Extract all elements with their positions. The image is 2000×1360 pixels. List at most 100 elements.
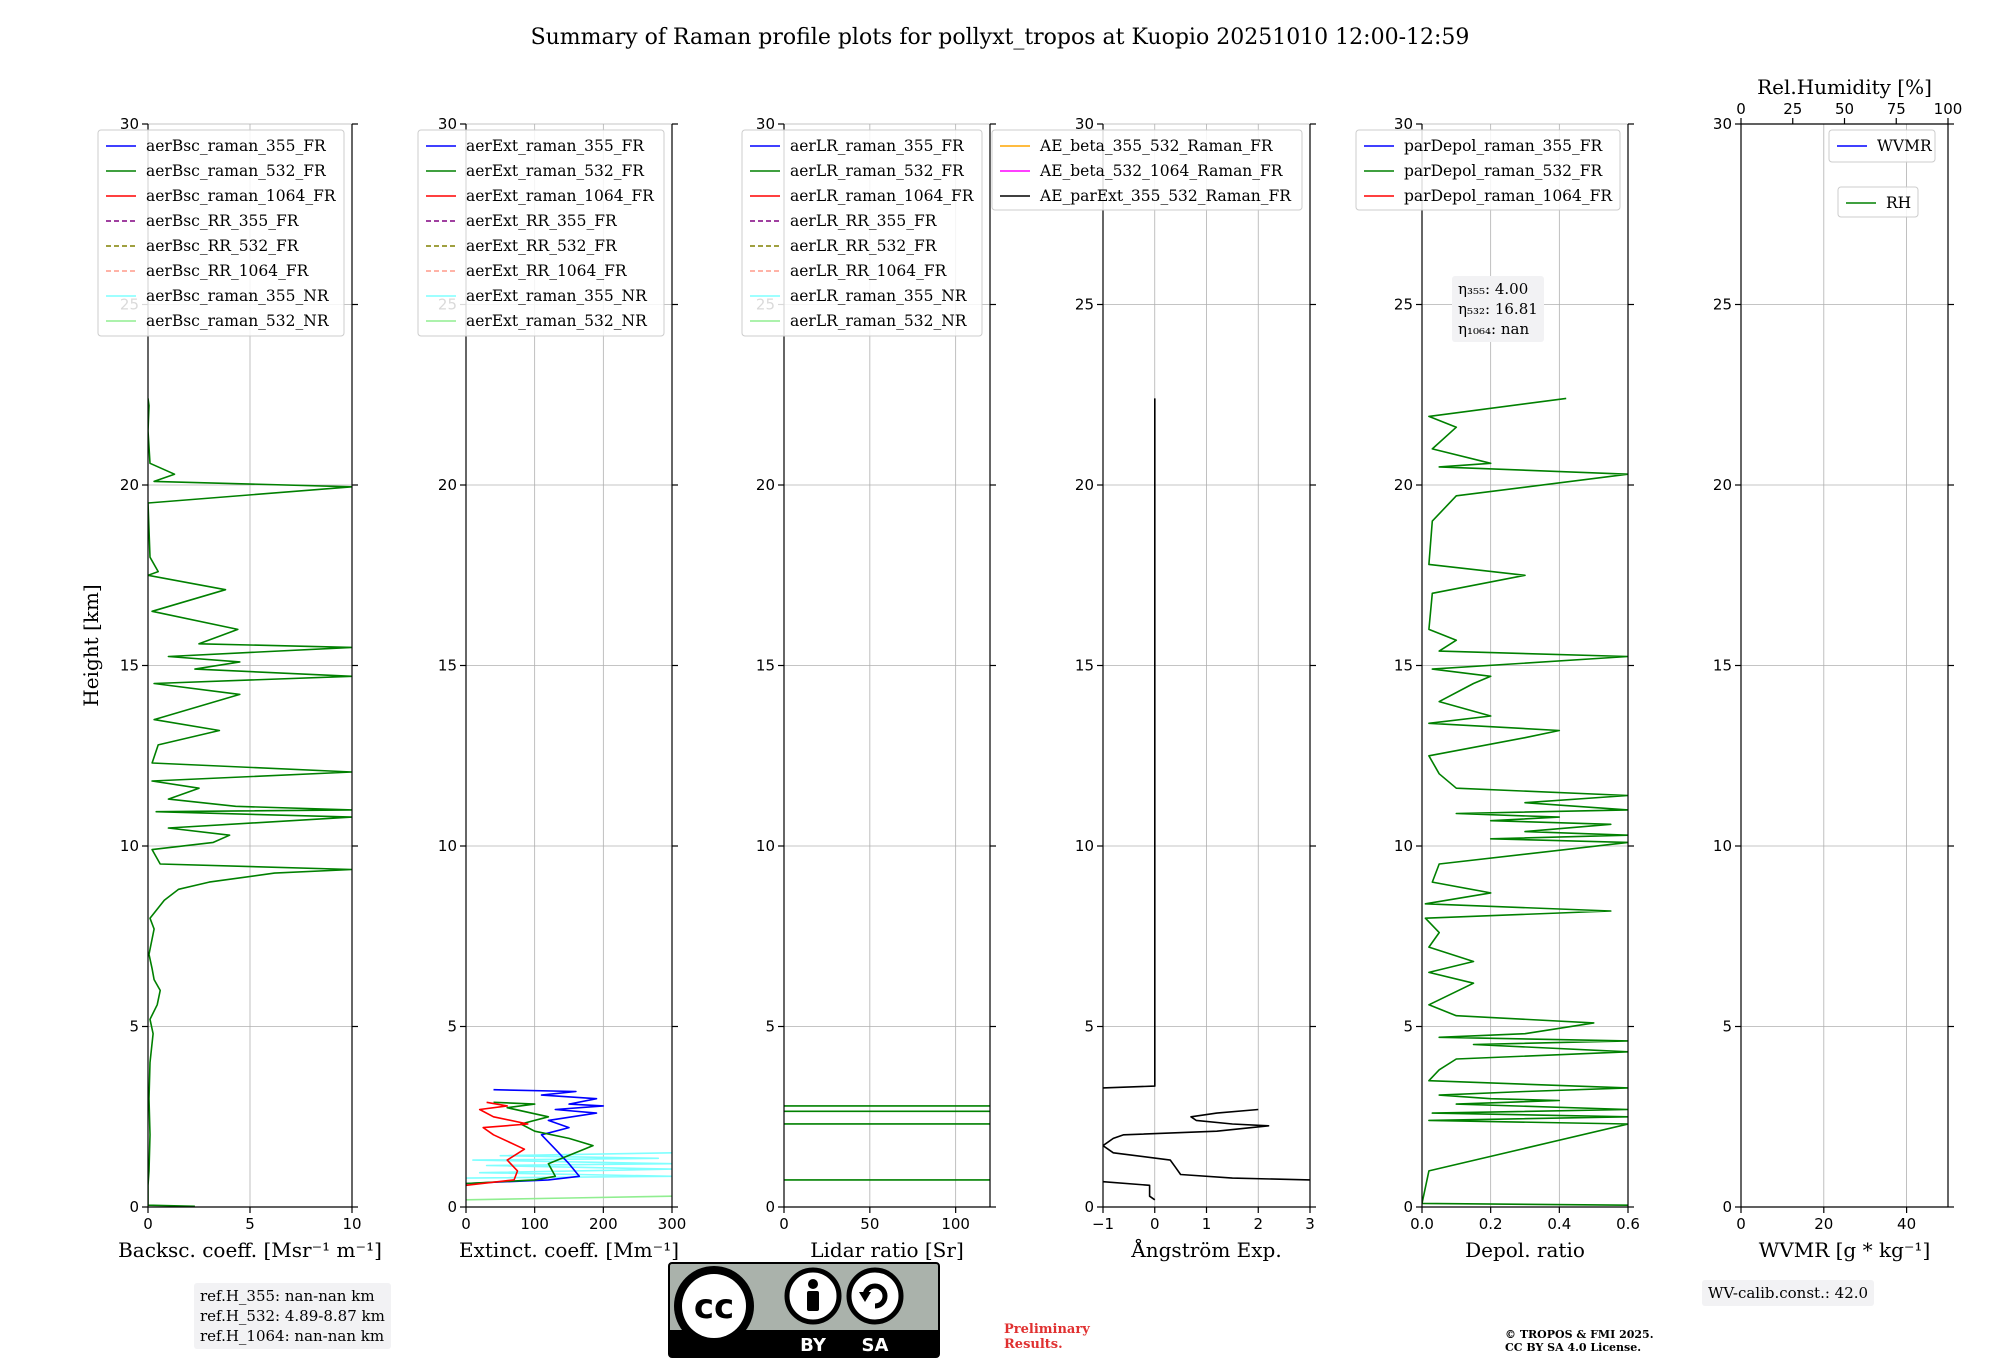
y-tick-label: 15 bbox=[756, 657, 775, 675]
legend-depol: parDepol_raman_355_FR parDepol_raman_532_… bbox=[1355, 129, 1621, 211]
eta-1064: η₁₀₆₄: nan bbox=[1458, 320, 1530, 338]
y-tick-label: 5 bbox=[765, 1018, 775, 1036]
legend-backscatter-label: aerBsc_raman_355_FR bbox=[146, 137, 327, 155]
x-axis-label: Extinct. coeff. [Mm⁻¹] bbox=[459, 1238, 679, 1262]
legend2-wvmr: RH bbox=[1837, 186, 1919, 218]
top-x-tick-label: 25 bbox=[1783, 100, 1802, 118]
x-tick-label: 0 bbox=[1736, 1215, 1746, 1233]
legend-extinction-label: aerExt_RR_532_FR bbox=[466, 237, 618, 255]
legend-lidar_ratio-frame bbox=[741, 129, 983, 337]
y-axis-label: Height [km] bbox=[79, 584, 103, 706]
series-aerExt_raman_532_NR bbox=[466, 1195, 672, 1201]
panels: 0510051015202530Backsc. coeff. [Msr⁻¹ m⁻… bbox=[79, 75, 1962, 1262]
y-tick-label: 30 bbox=[120, 115, 139, 133]
y-tick-label: 25 bbox=[1713, 296, 1732, 314]
legend-angstrom-frame bbox=[991, 129, 1303, 211]
series-AE_parExt_355_532_Raman_FR bbox=[1103, 398, 1156, 1089]
legend-backscatter-label: aerBsc_raman_1064_FR bbox=[146, 187, 337, 205]
y-tick-label: 5 bbox=[447, 1018, 457, 1036]
eta-box: η₃₅₅: 4.00 η₅₃₂: 16.81 η₁₀₆₄: nan bbox=[1452, 276, 1544, 342]
y-tick-label: 0 bbox=[1722, 1198, 1732, 1216]
x-tick-label: 40 bbox=[1897, 1215, 1916, 1233]
panel-lidar_ratio: 050100051015202530Lidar ratio [Sr]aerLR_… bbox=[741, 115, 996, 1262]
series-aerExt_raman_1064_FR bbox=[466, 1101, 529, 1187]
series-parDepol_raman_532_FR bbox=[1422, 397, 1628, 1206]
panel-depol: 0.0 0.2 0.4 0.6 0 5 10 15 20 25 30 Depol. ratio parD… bbox=[1355, 115, 1640, 1262]
y-tick-label: 5 bbox=[1722, 1018, 1732, 1036]
plot-area-lidar_ratio bbox=[784, 1105, 990, 1181]
legend-backscatter-label: aerBsc_RR_1064_FR bbox=[146, 262, 310, 280]
y-tick-label: 30 bbox=[1713, 115, 1732, 133]
eta-532: η₅₃₂: 16.81 bbox=[1458, 300, 1538, 318]
preliminary-line-1: Preliminary bbox=[1004, 1322, 1090, 1337]
y-tick-label: 25 bbox=[1075, 296, 1094, 314]
ref-height-box: ref.H_355: nan-nan km ref.H_532: 4.89-8.… bbox=[194, 1283, 391, 1349]
x-tick-label: −1 bbox=[1092, 1215, 1114, 1233]
x-axis-label: Lidar ratio [Sr] bbox=[810, 1238, 964, 1262]
legend-lidar_ratio-label: aerLR_RR_355_FR bbox=[790, 212, 938, 230]
y-tick-label: 10 bbox=[756, 837, 775, 855]
y-tick-label: 20 bbox=[1713, 476, 1732, 494]
legend-backscatter-label: aerBsc_raman_355_NR bbox=[146, 287, 330, 305]
legend-backscatter-label: aerBsc_RR_532_FR bbox=[146, 237, 300, 255]
legend-extinction-frame bbox=[417, 129, 665, 337]
legend-extinction-label: aerExt_raman_532_FR bbox=[466, 162, 645, 180]
ref-h-532: ref.H_532: 4.89-8.87 km bbox=[200, 1307, 385, 1325]
x-tick-label: 200 bbox=[589, 1215, 618, 1233]
y-tick-label: 30 bbox=[1394, 115, 1413, 133]
y-tick-label: 0 bbox=[447, 1198, 457, 1216]
plot-area-angstrom bbox=[1103, 398, 1310, 1201]
legend2-wvmr-frame bbox=[1837, 186, 1919, 218]
y-tick-label: 10 bbox=[438, 837, 457, 855]
x-tick-label: 2 bbox=[1253, 1215, 1263, 1233]
wv-calib-box: WV-calib.const.: 42.0 bbox=[1702, 1280, 1875, 1306]
x-tick-label: 0 bbox=[1150, 1215, 1160, 1233]
copyright-line-2: CC BY SA 4.0 License. bbox=[1505, 1341, 1642, 1354]
y-tick-label: 10 bbox=[1075, 837, 1094, 855]
x-tick-label: 0.2 bbox=[1479, 1215, 1503, 1233]
y-tick-label: 30 bbox=[756, 115, 775, 133]
legend-backscatter: aerBsc_raman_355_FR aerBsc_raman_532_FRae… bbox=[97, 129, 345, 337]
y-tick-label: 5 bbox=[129, 1018, 139, 1036]
series-aerExt_raman_355_FR bbox=[466, 1088, 605, 1185]
legend-lidar_ratio: aerLR_raman_355_FR aerLR_raman_532_FR aerL… bbox=[741, 129, 983, 337]
y-tick-label: 20 bbox=[1394, 476, 1413, 494]
top-x-tick-label: 50 bbox=[1835, 100, 1854, 118]
ref-h-1064: ref.H_1064: nan-nan km bbox=[200, 1327, 385, 1345]
y-tick-label: 0 bbox=[765, 1198, 775, 1216]
legend-lidar_ratio-label: aerLR_RR_532_FR bbox=[790, 237, 938, 255]
x-tick-label: 100 bbox=[941, 1215, 970, 1233]
y-tick-label: 10 bbox=[1713, 837, 1732, 855]
y-tick-label: 20 bbox=[756, 476, 775, 494]
panel-wvmr: 0 20 40 0 5 10 15 20 25 30 WVMR [g * kg⁻¹] 0 25 50 75 1… bbox=[1713, 75, 1962, 1262]
panel-extinction: 0100200300051015202530Extinct. coeff. [M… bbox=[417, 115, 687, 1262]
legend-extinction-label: aerExt_raman_532_NR bbox=[466, 312, 648, 330]
x-axis-label: Backsc. coeff. [Msr⁻¹ m⁻¹] bbox=[118, 1238, 382, 1262]
y-tick-label: 15 bbox=[438, 657, 457, 675]
legend-wvmr: WVMR bbox=[1828, 129, 1936, 163]
x-tick-label: 300 bbox=[658, 1215, 687, 1233]
series-aerExt_raman_532_FR bbox=[466, 1101, 594, 1185]
legend-depol-frame bbox=[1355, 129, 1621, 211]
legend-angstrom-label: AE_beta_355_532_Raman_FR bbox=[1039, 137, 1274, 155]
x-tick-label: 0 bbox=[143, 1215, 153, 1233]
y-tick-label: 10 bbox=[120, 837, 139, 855]
series-AE_parExt_355_532_Raman_FR bbox=[1103, 1108, 1310, 1181]
legend-lidar_ratio-label: aerLR_raman_355_FR bbox=[790, 137, 965, 155]
top-x-tick-label: 100 bbox=[1934, 100, 1963, 118]
x-tick-label: 0 bbox=[779, 1215, 789, 1233]
y-tick-label: 20 bbox=[438, 476, 457, 494]
cc-by-label: BY bbox=[800, 1335, 827, 1356]
y-tick-label: 5 bbox=[1403, 1018, 1413, 1036]
x-tick-label: 1 bbox=[1202, 1215, 1212, 1233]
y-tick-label: 5 bbox=[1084, 1018, 1094, 1036]
legend-depol-label: parDepol_raman_1064_FR bbox=[1404, 187, 1613, 205]
x-axis-label: Ångström Exp. bbox=[1130, 1237, 1281, 1262]
x-tick-label: 100 bbox=[520, 1215, 549, 1233]
panel-backscatter: 0510051015202530Backsc. coeff. [Msr⁻¹ m⁻… bbox=[79, 115, 382, 1262]
figure-title: Summary of Raman profile plots for polly… bbox=[531, 25, 1470, 50]
y-tick-label: 15 bbox=[1713, 657, 1732, 675]
cc-sa-label: SA bbox=[862, 1335, 889, 1356]
legend-extinction: aerExt_raman_355_FR aerExt_raman_532_FRae… bbox=[417, 129, 665, 337]
legend-lidar_ratio-label: aerLR_raman_532_NR bbox=[790, 312, 968, 330]
